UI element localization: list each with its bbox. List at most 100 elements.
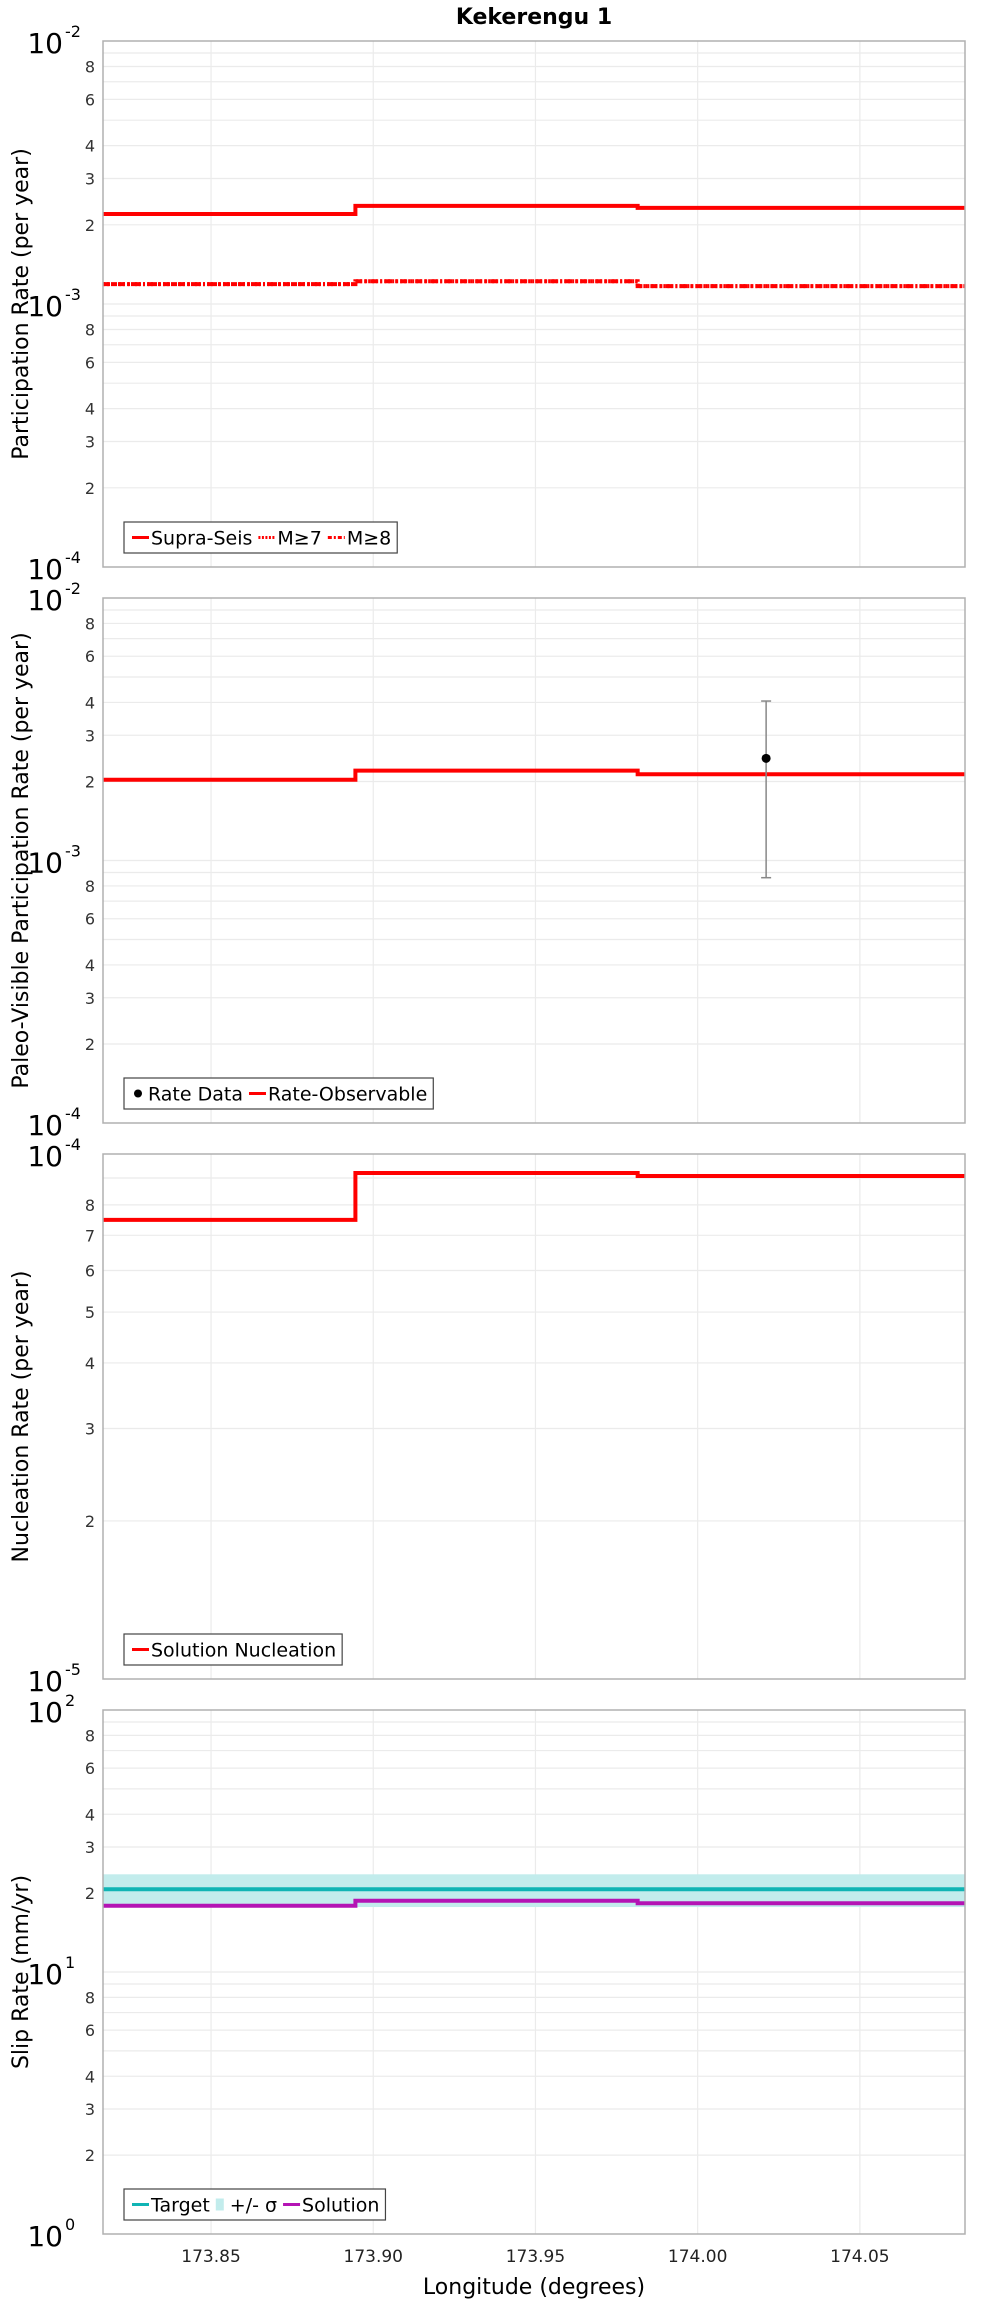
y-tick-label: 6 bbox=[85, 1261, 95, 1280]
y-tick-label: 5 bbox=[85, 1303, 95, 1322]
y-decade-label: 10 bbox=[27, 1140, 63, 1173]
y-decade-label: 10 bbox=[27, 27, 63, 60]
y-tick-label: 3 bbox=[85, 2100, 95, 2119]
y-tick-label: 4 bbox=[85, 956, 95, 975]
y-tick-label: 3 bbox=[85, 989, 95, 1008]
y-tick-label: 3 bbox=[85, 170, 95, 189]
legend-item: Target bbox=[132, 2195, 210, 2217]
y-decade-exponent: 1 bbox=[65, 1953, 75, 1972]
y-tick-label: 8 bbox=[85, 614, 95, 633]
y-decade-exponent: -5 bbox=[65, 1660, 81, 1679]
plot-frame bbox=[102, 40, 966, 568]
y-tick-label: 8 bbox=[85, 320, 95, 339]
y-tick-label: 6 bbox=[85, 1759, 95, 1778]
y-decade-exponent: 0 bbox=[65, 2215, 75, 2234]
y-tick-label: 6 bbox=[85, 647, 95, 666]
legend: Supra-Seis M≥7 M≥8 bbox=[123, 521, 398, 554]
y-tick-label: 6 bbox=[85, 910, 95, 929]
legend-item: M≥8 bbox=[327, 528, 391, 550]
legend: Target +/- σ Solution bbox=[123, 2188, 387, 2221]
y-tick-label: 7 bbox=[85, 1226, 95, 1245]
legend: Rate Data Rate-Observable bbox=[123, 1077, 434, 1110]
y-tick-label: 4 bbox=[85, 1805, 95, 1824]
y-axis-label: Participation Rate (per year) bbox=[9, 148, 34, 460]
svg-text:Target: Target bbox=[150, 2195, 210, 2217]
y-decade-label: 10 bbox=[27, 1109, 63, 1142]
legend-item: Solution bbox=[283, 2195, 379, 2217]
y-tick-label: 4 bbox=[85, 1354, 95, 1373]
y-axis-label: Slip Rate (mm/yr) bbox=[9, 1875, 34, 2069]
y-tick-label: 3 bbox=[85, 1420, 95, 1439]
series-m-8 bbox=[103, 279, 965, 289]
y-tick-label: 8 bbox=[85, 57, 95, 76]
y-tick-label: 3 bbox=[85, 1838, 95, 1857]
y-decade-exponent: -2 bbox=[65, 22, 81, 41]
y-decade-exponent: -4 bbox=[65, 548, 81, 567]
y-tick-label: 3 bbox=[85, 433, 95, 452]
series-supra-seis bbox=[103, 203, 965, 216]
y-axis-label: Paleo-Visible Participation Rate (per ye… bbox=[9, 632, 34, 1088]
y-tick-label: 8 bbox=[85, 1196, 95, 1215]
y-tick-label: 8 bbox=[85, 877, 95, 896]
x-tick-label: 174.00 bbox=[668, 2247, 727, 2267]
y-tick-label: 4 bbox=[85, 400, 95, 419]
series-rate-observable bbox=[103, 768, 965, 782]
legend-item: Rate Data bbox=[134, 1084, 243, 1106]
series-solution-nucleation bbox=[103, 1171, 965, 1222]
y-decade-label: 10 bbox=[27, 847, 63, 880]
y-decade-label: 10 bbox=[27, 584, 63, 617]
y-decade-exponent: -4 bbox=[65, 1104, 81, 1123]
x-axis: 173.85 173.90 173.95 174.00 174.05 bbox=[181, 2247, 889, 2267]
svg-text:Supra-Seis: Supra-Seis bbox=[151, 528, 252, 550]
chart-title: Kekerengu 1 bbox=[456, 5, 612, 30]
y-tick-label: 8 bbox=[85, 1988, 95, 2007]
x-axis-label: Longitude (degrees) bbox=[423, 2275, 645, 2300]
series-solution bbox=[103, 1898, 965, 1908]
y-decade-label: 10 bbox=[27, 2220, 63, 2253]
plot-frame bbox=[102, 597, 966, 1124]
legend-item: Rate-Observable bbox=[248, 1084, 427, 1106]
y-tick-label: 4 bbox=[85, 693, 95, 712]
legend-item: Supra-Seis bbox=[132, 528, 252, 550]
svg-text:Rate-Observable: Rate-Observable bbox=[268, 1084, 427, 1106]
y-axis-label: Nucleation Rate (per year) bbox=[9, 1271, 34, 1563]
y-tick-label: 6 bbox=[85, 2021, 95, 2040]
y-decade-label: 10 bbox=[27, 553, 63, 586]
legend-item: Solution Nucleation bbox=[132, 1640, 336, 1662]
y-tick-label: 3 bbox=[85, 726, 95, 745]
x-tick-label: 173.85 bbox=[181, 2247, 240, 2267]
y-decade-exponent: -3 bbox=[65, 842, 81, 861]
y-decade-exponent: -4 bbox=[65, 1135, 81, 1154]
y-decade-label: 10 bbox=[27, 290, 63, 323]
y-decade-label: 10 bbox=[27, 1696, 63, 1729]
rate-data-point bbox=[761, 700, 772, 879]
x-tick-label: 174.05 bbox=[830, 2247, 889, 2267]
y-tick-label: 2 bbox=[85, 1035, 95, 1054]
plot-frame bbox=[102, 1153, 966, 1680]
y-tick-label: 6 bbox=[85, 90, 95, 109]
y-decade-label: 10 bbox=[27, 1958, 63, 1991]
y-tick-label: 6 bbox=[85, 353, 95, 372]
legend-item: M≥7 bbox=[258, 528, 322, 550]
svg-text:Solution Nucleation: Solution Nucleation bbox=[151, 1640, 336, 1662]
svg-text:Rate Data: Rate Data bbox=[148, 1084, 243, 1106]
y-decade-exponent: 2 bbox=[65, 1691, 75, 1710]
y-tick-label: 2 bbox=[85, 772, 95, 791]
legend-item: +/- σ bbox=[215, 2195, 277, 2217]
y-tick-label: 2 bbox=[85, 216, 95, 235]
y-decade-exponent: -3 bbox=[65, 285, 81, 304]
legend: Solution Nucleation bbox=[123, 1633, 343, 1666]
y-tick-label: 2 bbox=[85, 1884, 95, 1903]
y-decade-exponent: -2 bbox=[65, 579, 81, 598]
x-tick-label: 173.90 bbox=[344, 2247, 403, 2267]
y-tick-label: 2 bbox=[85, 2146, 95, 2165]
y-tick-label: 4 bbox=[85, 2067, 95, 2086]
x-tick-label: 173.95 bbox=[506, 2247, 565, 2267]
y-tick-label: 8 bbox=[85, 1726, 95, 1745]
